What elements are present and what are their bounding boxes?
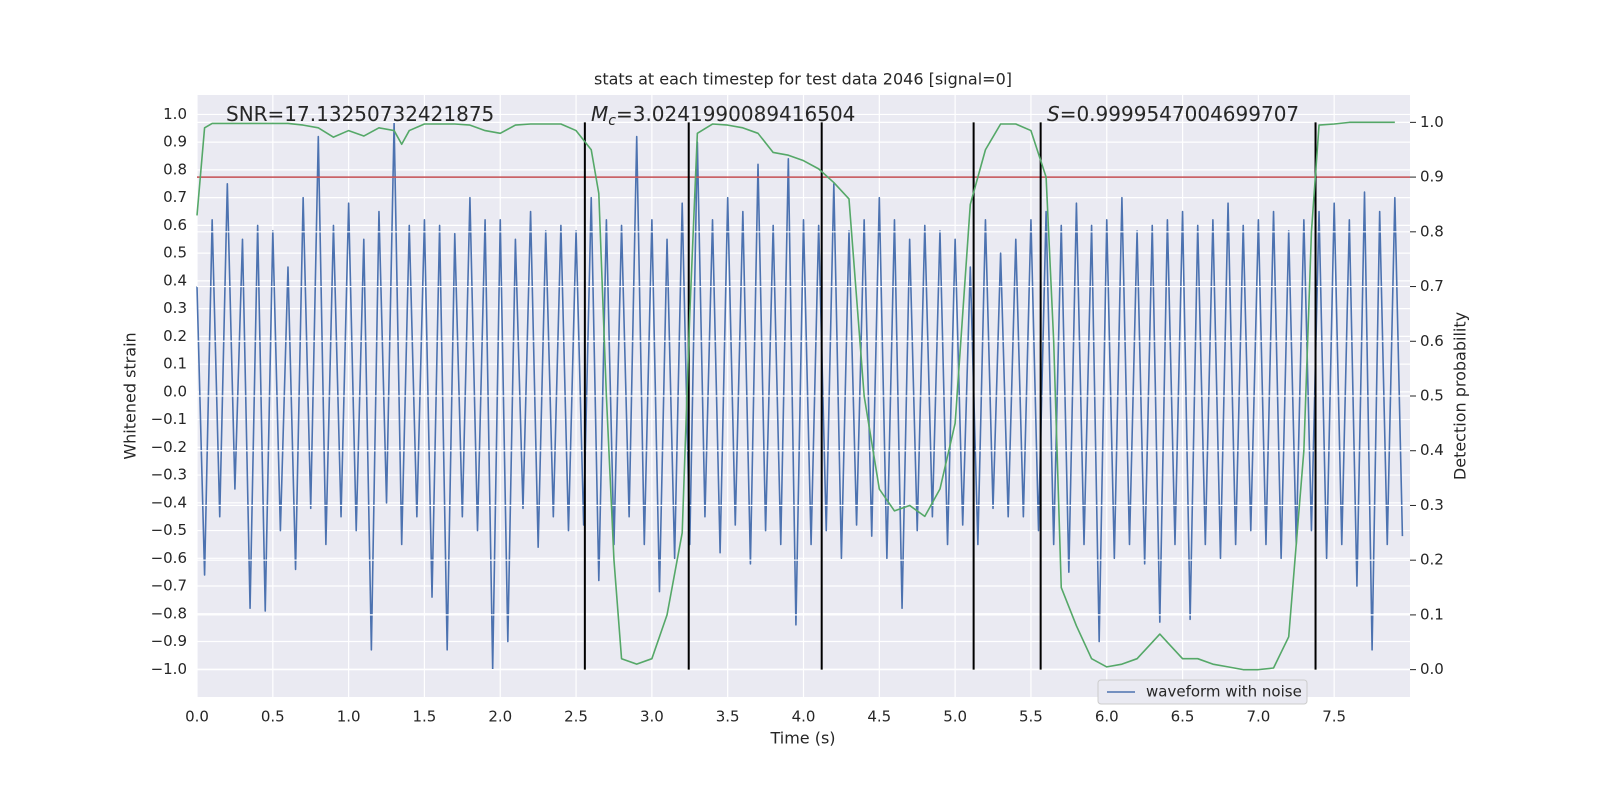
- x-tick-label: 1.0: [337, 708, 361, 726]
- y-tick-label: −0.6: [151, 549, 187, 567]
- y-tick-label: 0.1: [163, 355, 187, 373]
- y-tick-label: 1.0: [163, 105, 187, 123]
- annotation-symbol: S: [1047, 102, 1060, 126]
- y-axis-label: Whitened strain: [121, 332, 140, 459]
- y2-tick-label: 0.1: [1420, 605, 1444, 623]
- y2-tick-label: 1.0: [1420, 113, 1444, 131]
- x-tick-label: 1.5: [413, 708, 437, 726]
- annotation: S=0.9999547004699707: [1047, 102, 1299, 126]
- annotation: SNR=17.13250732421875: [226, 102, 494, 126]
- y-tick-label: −0.1: [151, 410, 187, 428]
- y2-tick-label: 0.4: [1420, 441, 1444, 459]
- y-tick-label: −0.7: [151, 577, 187, 595]
- x-tick-label: 6.5: [1171, 708, 1195, 726]
- x-tick-label: 2.5: [564, 708, 588, 726]
- y-tick-label: −0.8: [151, 604, 187, 622]
- y-tick-label: 0.0: [163, 382, 187, 400]
- y-tick-label: 0.7: [163, 188, 187, 206]
- x-tick-label: 4.0: [792, 708, 816, 726]
- legend-box: [1097, 679, 1308, 705]
- y2-tick-label: 0.2: [1420, 551, 1444, 569]
- series-line: [196, 121, 1395, 671]
- annotation-symbol: M: [591, 102, 608, 126]
- y-tick-label: 0.5: [163, 244, 187, 262]
- y-tick-label: 0.6: [163, 216, 187, 234]
- y-tick-label: −1.0: [151, 660, 187, 678]
- y2-tick-label: 0.5: [1420, 387, 1444, 405]
- y2-axis-label: Detection probability: [1451, 312, 1470, 480]
- x-tick-label: 5.5: [1019, 708, 1043, 726]
- y-tick-label: −0.4: [151, 493, 187, 511]
- y-tick-label: −0.3: [151, 466, 187, 484]
- legend-label: waveform with noise: [1146, 683, 1302, 701]
- annotation: Mc=3.0241990089416504: [591, 102, 855, 129]
- y-tick-label: 0.8: [163, 160, 187, 178]
- y-tick-label: 0.9: [163, 133, 187, 151]
- annotation-text: =0.9999547004699707: [1060, 102, 1299, 126]
- y2-tick-label: 0.0: [1420, 660, 1444, 678]
- chart-title: stats at each timestep for test data 204…: [594, 70, 1012, 89]
- y2-tick-label: 0.3: [1420, 496, 1444, 514]
- y2-tick-label: 0.8: [1420, 222, 1444, 240]
- annotation-subscript: c: [608, 113, 616, 129]
- y-tick-label: 0.3: [163, 299, 187, 317]
- y2-tick-label: 0.6: [1420, 332, 1444, 350]
- x-tick-label: 0.5: [261, 708, 285, 726]
- y-tick-label: −0.9: [151, 632, 187, 650]
- x-tick-label: 3.0: [640, 708, 664, 726]
- x-tick-label: 2.0: [488, 708, 512, 726]
- x-tick-label: 3.5: [716, 708, 740, 726]
- y2-tick-label: 0.7: [1420, 277, 1444, 295]
- x-tick-label: 6.0: [1095, 708, 1119, 726]
- x-tick-label: 4.5: [867, 708, 891, 726]
- x-tick-label: 0.0: [185, 708, 209, 726]
- x-axis-label: Time (s): [769, 729, 835, 748]
- y2-tick-label: 0.9: [1420, 168, 1444, 186]
- annotation-text: =3.0241990089416504: [616, 102, 855, 126]
- y-tick-label: 0.2: [163, 327, 187, 345]
- series-line: [196, 121, 1404, 671]
- y-tick-label: −0.5: [151, 521, 187, 539]
- y-tick-label: −0.2: [151, 438, 187, 456]
- annotation-text: SNR=17.13250732421875: [226, 102, 494, 126]
- x-tick-label: 7.5: [1322, 708, 1346, 726]
- x-tick-label: 7.0: [1246, 708, 1270, 726]
- x-tick-label: 5.0: [943, 708, 967, 726]
- y-tick-label: 0.4: [163, 271, 187, 289]
